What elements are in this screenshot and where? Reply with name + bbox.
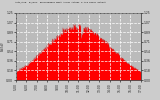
Text: Anti/Avg. PV/Inv. Performance West Array Actual & Avg Power Output: Anti/Avg. PV/Inv. Performance West Array… bbox=[15, 2, 106, 3]
Y-axis label: kW/kW: kW/kW bbox=[1, 42, 5, 51]
